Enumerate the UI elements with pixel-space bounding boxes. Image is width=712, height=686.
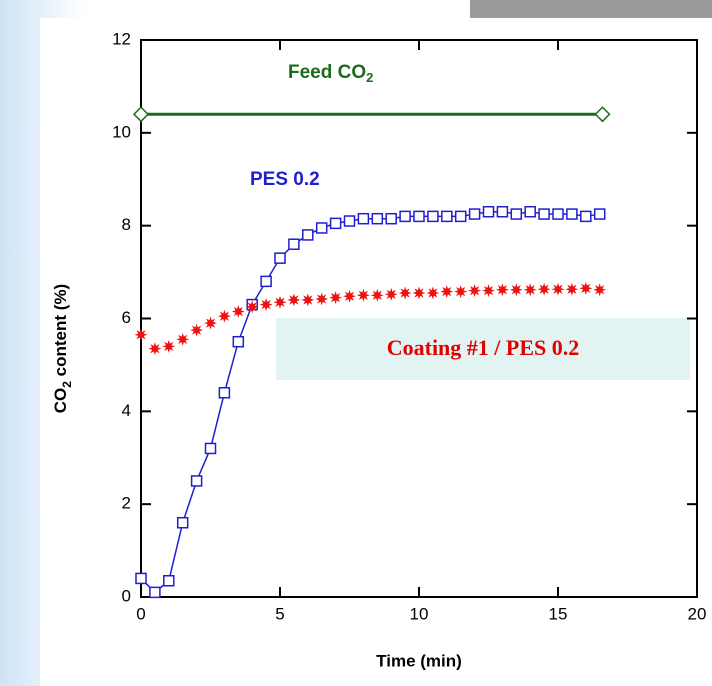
data-point [287,293,301,307]
data-point [135,572,147,585]
data-point [357,212,370,225]
data-point [552,208,564,220]
data-point [580,210,592,223]
x-tick-label: 5 [275,604,284,623]
data-point [399,210,411,223]
data-point [482,284,495,298]
data-point [302,229,314,241]
data-point [231,305,245,319]
annotation: Feed CO2 [288,62,373,85]
data-point [454,210,467,223]
data-point [524,205,536,218]
data-point [134,328,148,342]
data-point [413,210,425,223]
annotation-part: Feed CO [288,62,366,83]
data-point [356,288,370,302]
x-tick-label: 20 [688,604,707,623]
data-point [315,222,328,234]
data-point [551,282,565,296]
y-tick-label: 12 [112,29,131,48]
y-tick-label: 6 [122,308,131,327]
data-point [385,212,397,225]
data-point [594,106,611,123]
data-point [132,106,150,123]
data-point [482,205,495,218]
data-point [315,292,329,306]
y-tick-label: 2 [122,494,131,513]
y-axis-label-part: content (%) [51,284,70,381]
data-point [398,286,412,300]
data-point [412,286,426,300]
y-axis-label: CO2 content (%) [51,284,74,413]
data-point [371,212,384,225]
data-point [217,309,231,323]
x-tick-label: 0 [136,604,145,623]
data-point [176,332,190,346]
data-point [454,285,468,299]
data-point [427,210,439,223]
data-point [232,335,245,348]
data-point [343,289,356,303]
annotation-sub: 2 [366,70,373,85]
data-point [163,575,175,587]
data-point [468,208,481,220]
data-point [162,339,176,353]
data-point [495,283,509,297]
data-point [260,275,272,288]
data-point [301,293,315,307]
data-point [496,205,509,218]
data-point [538,208,550,220]
data-point [288,238,300,250]
y-tick-label: 8 [122,215,131,234]
series-line [140,210,600,594]
y-tick-label: 4 [122,401,131,420]
data-point [426,286,440,300]
data-point [566,208,578,220]
data-point [329,291,343,305]
data-point [204,442,217,455]
annotation: PES 0.2 [250,169,320,190]
data-point [259,298,273,312]
data-point [509,283,523,297]
data-point [176,516,189,529]
x-tick-label: 15 [549,604,568,623]
data-point [440,285,454,299]
data-point [593,208,606,220]
data-point [329,217,342,230]
data-point [523,283,537,297]
data-point [537,282,551,296]
y-axis-label-sub: 2 [60,381,74,388]
y-axis-label-part: CO [51,388,70,414]
data-point [149,586,161,599]
x-tick-label: 10 [410,604,429,623]
data-point [245,300,259,314]
data-point [190,323,204,337]
data-point [218,387,231,399]
annotation: Coating #1 / PES 0.2 [387,335,580,360]
y-tick-label: 10 [112,122,131,141]
data-point [274,252,286,264]
data-point [370,288,384,302]
data-point [190,475,203,487]
data-point [565,282,579,296]
plot-frame [140,39,698,598]
y-tick-label: 0 [122,586,131,605]
background-image [470,0,712,18]
data-point [273,295,287,309]
data-point [510,208,523,220]
data-point [441,210,453,223]
x-axis-label: Time (min) [376,651,462,670]
data-point [204,316,217,330]
data-point [343,215,356,227]
data-point [579,281,593,295]
data-point [468,284,482,298]
annotation-box [276,318,690,380]
data-point [384,287,398,301]
data-point [593,283,607,297]
data-point [148,342,162,356]
